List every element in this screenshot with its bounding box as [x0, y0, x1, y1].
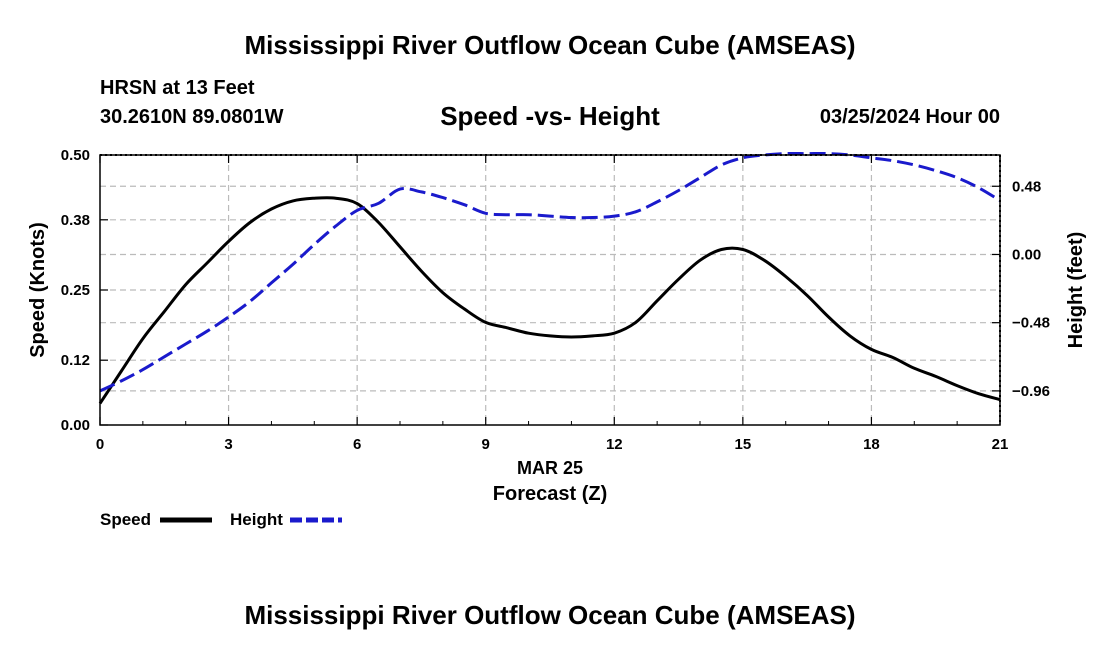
coordinates-label: 30.2610N 89.0801W	[100, 106, 284, 128]
series-lines	[98, 151, 1001, 405]
tick-labels: 0 3 6 9 12 15 18 21 0.00 0.12 0.25 0.38 0.50 −0.96 −0.…	[61, 147, 1050, 453]
x-tick-label: 21	[992, 436, 1009, 453]
x-tick-label: 12	[606, 436, 623, 453]
y-tick-label: 0.00	[61, 417, 90, 434]
y-axis-title: Speed (Knots)	[27, 222, 49, 358]
y2-tick-label: −0.96	[1012, 383, 1050, 400]
y-tick-label: 0.38	[61, 212, 90, 229]
x-axis-title: Forecast (Z)	[493, 483, 607, 505]
y2-tick-label: 0.00	[1012, 246, 1041, 263]
y2-tick-label: −0.48	[1012, 315, 1050, 332]
speed-series-line	[98, 196, 1001, 405]
chart-title: Speed -vs- Height	[440, 101, 660, 131]
x-tick-label: 18	[863, 436, 880, 453]
height-series-line	[99, 151, 1001, 393]
x-tick-label: 6	[353, 436, 361, 453]
x-tick-label: 9	[482, 436, 490, 453]
footer-title: Mississippi River Outflow Ocean Cube (AM…	[244, 600, 856, 630]
x-tick-label: 3	[224, 436, 232, 453]
x-tick-label: 15	[735, 436, 752, 453]
y-tick-label: 0.12	[61, 352, 90, 369]
y2-axis-title: Height (feet)	[1065, 232, 1087, 349]
date-axis-label: MAR 25	[517, 458, 583, 478]
legend-height-label: Height	[230, 510, 283, 529]
y2-tick-label: 0.48	[1012, 178, 1041, 195]
date-label: 03/25/2024 Hour 00	[819, 106, 1000, 128]
grid-lines	[100, 155, 1000, 425]
legend-speed-label: Speed	[100, 510, 151, 529]
station-label: HRSN at 13 Feet	[100, 77, 255, 99]
x-tick-label: 0	[96, 436, 104, 453]
y-tick-label: 0.25	[61, 282, 90, 299]
main-title: Mississippi River Outflow Ocean Cube (AM…	[244, 30, 856, 60]
y-tick-label: 0.50	[61, 147, 90, 164]
